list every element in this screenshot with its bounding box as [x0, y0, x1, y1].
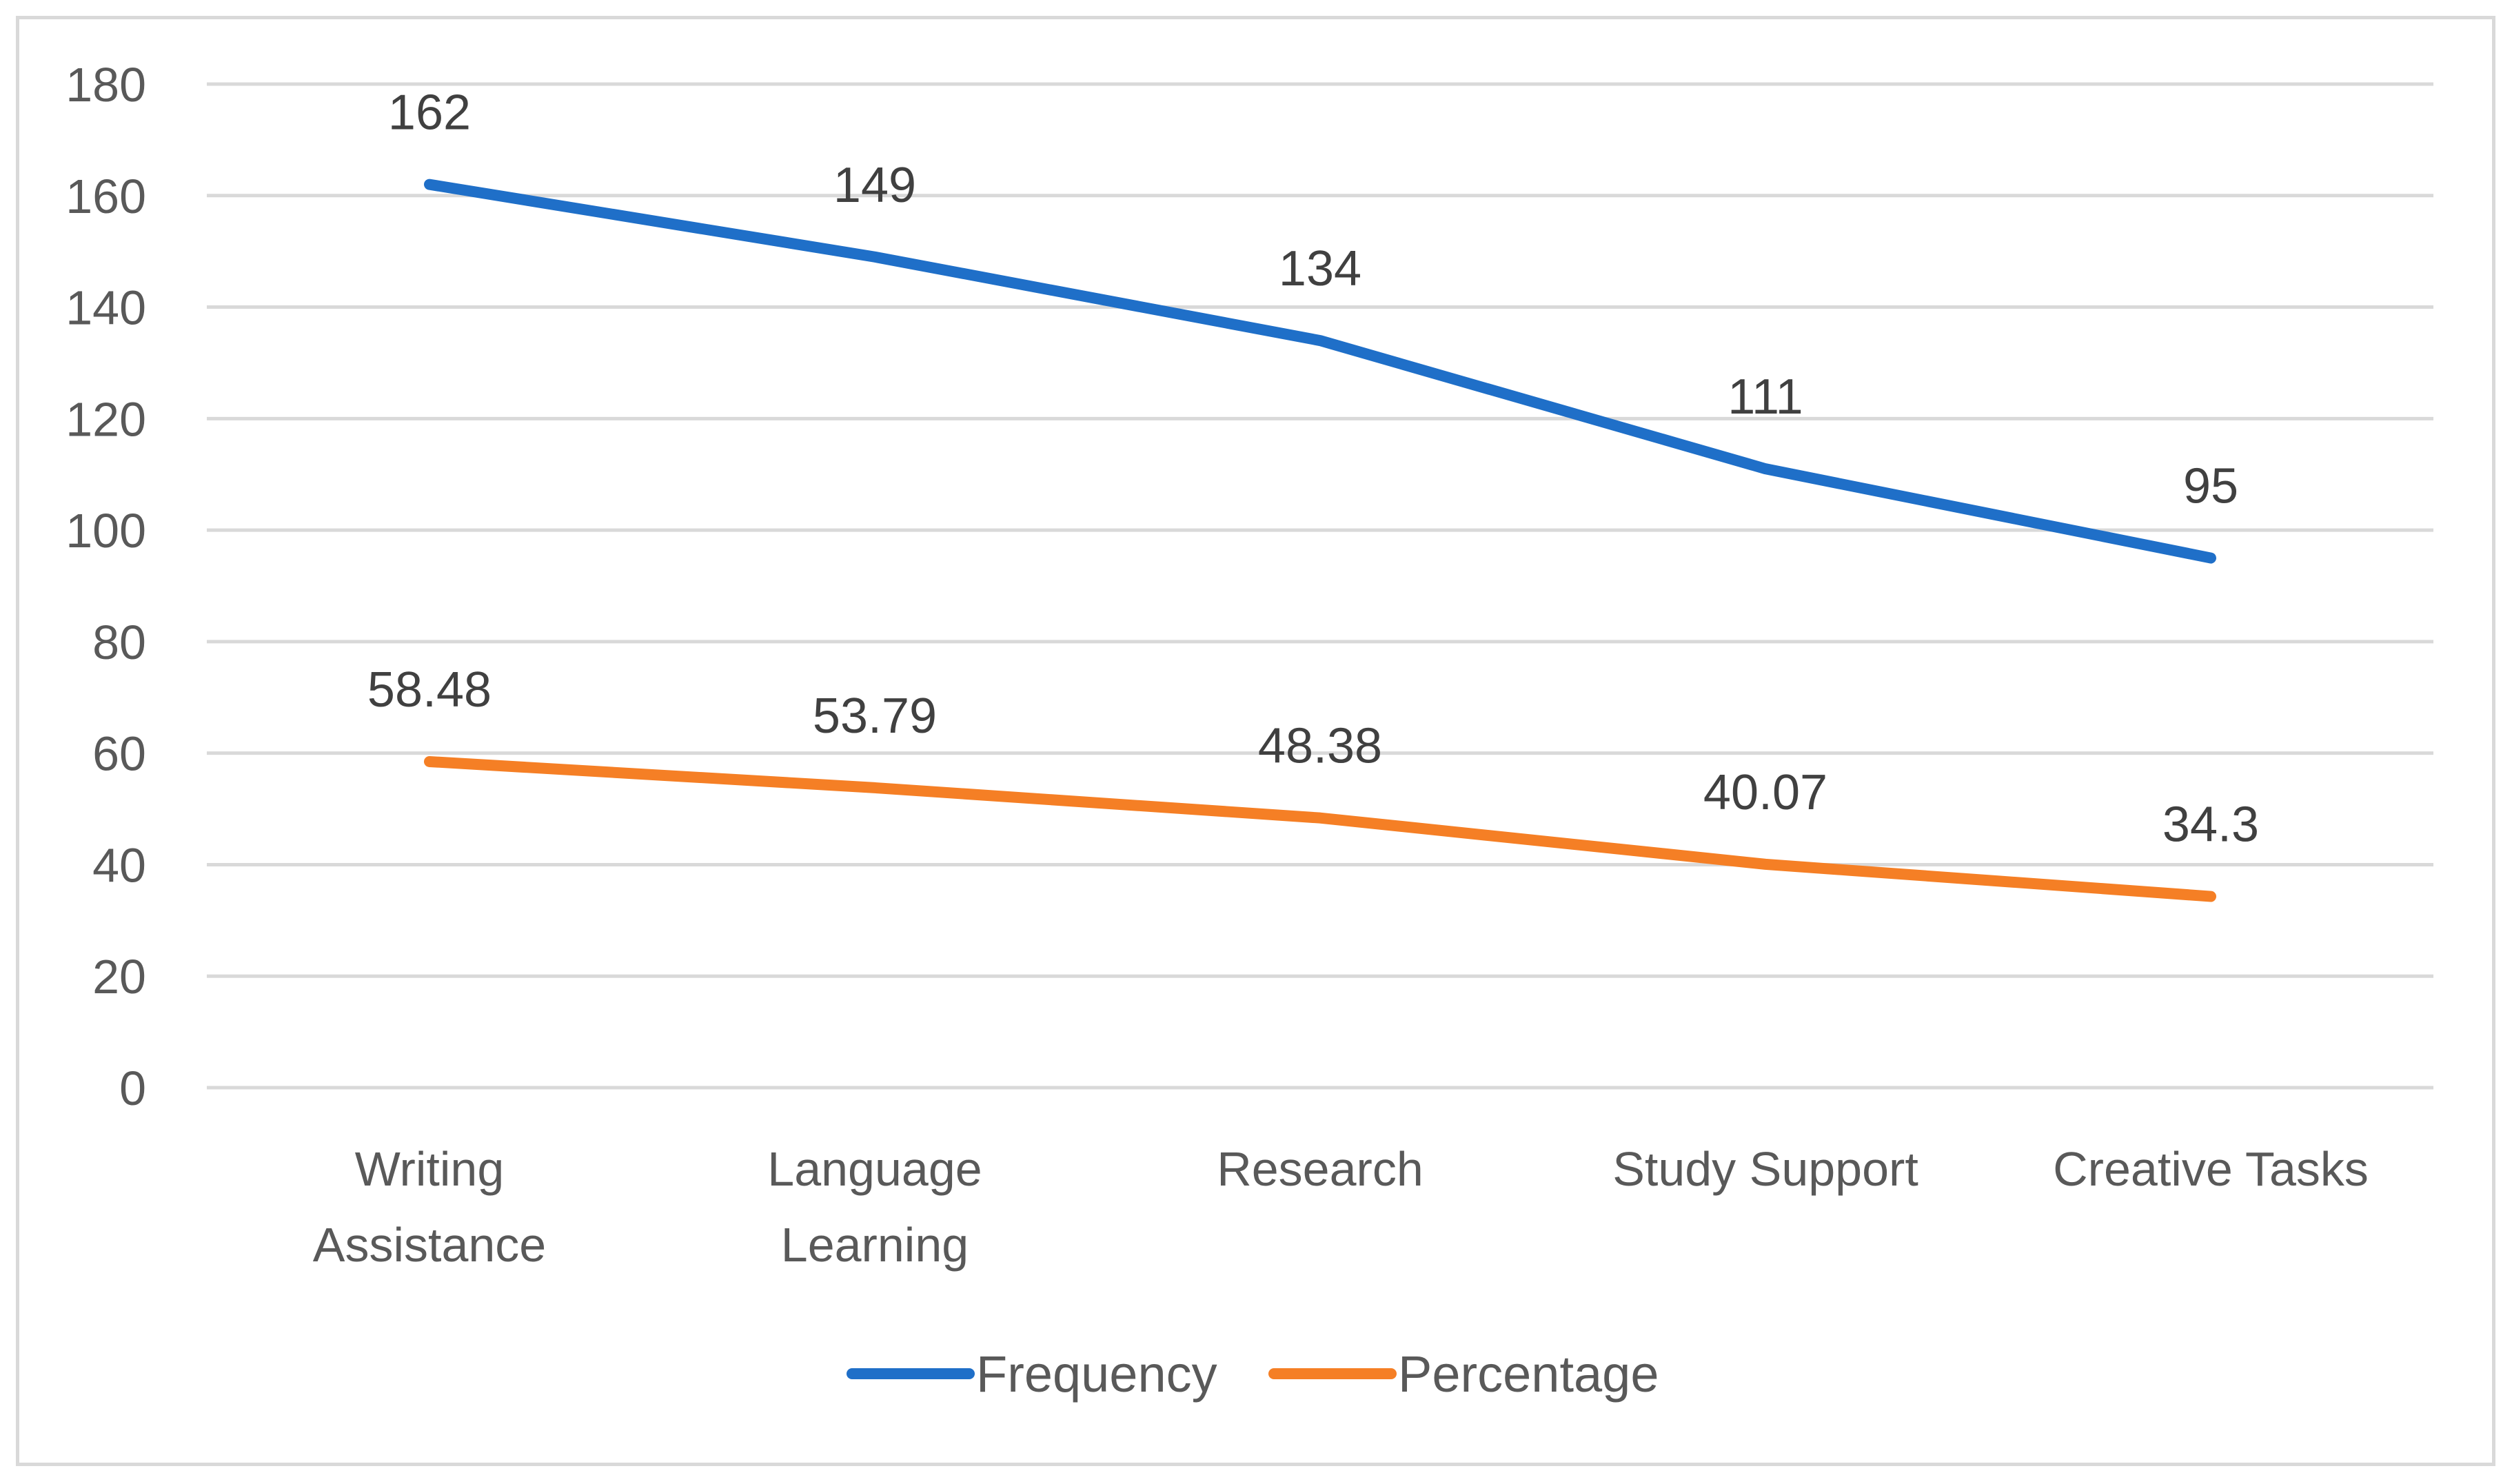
data-label-percentage: 48.38 [1258, 719, 1382, 774]
data-label-percentage: 58.48 [367, 662, 492, 718]
y-axis-ticks: 0 20 40 60 80 100 120 140 160 180 [65, 58, 146, 1115]
x-tick-label: Research [1217, 1142, 1424, 1196]
y-tick-label: 20 [92, 950, 146, 1004]
y-tick-label: 180 [65, 58, 146, 112]
data-label-frequency: 134 [1279, 241, 1361, 296]
legend-label-percentage: Percentage [1398, 1345, 1659, 1403]
y-tick-label: 120 [65, 392, 146, 446]
y-tick-label: 40 [92, 838, 146, 892]
x-tick-label: Creative Tasks [2053, 1142, 2369, 1196]
x-tick-label: Study Support [1612, 1142, 1918, 1196]
series-line-frequency [424, 179, 2216, 564]
series-line-percentage [424, 755, 2216, 902]
data-label-percentage: 53.79 [813, 689, 937, 744]
data-labels: 162 149 134 111 95 58.48 53.79 48.38 40.07 34.3 [367, 85, 2259, 853]
y-tick-label: 80 [92, 616, 146, 669]
y-tick-label: 100 [65, 504, 146, 558]
y-tick-label: 0 [119, 1061, 146, 1115]
gridlines [207, 82, 2433, 1090]
y-tick-label: 160 [65, 170, 146, 223]
data-label-percentage: 34.3 [2162, 797, 2259, 853]
x-tick-label: Language Learning [767, 1142, 982, 1272]
legend: Frequency Percentage [847, 1345, 1659, 1403]
data-label-frequency: 111 [1728, 369, 1803, 425]
data-label-frequency: 95 [2183, 459, 2238, 514]
data-label-frequency: 149 [833, 158, 916, 213]
chart-frame [16, 16, 2495, 1466]
x-axis-ticks: Writing Assistance Language Learning Researc… [313, 1142, 2369, 1272]
data-label-percentage: 40.07 [1703, 765, 1827, 820]
data-label-frequency: 162 [388, 85, 471, 141]
y-tick-label: 60 [92, 727, 146, 781]
legend-label-frequency: Frequency [976, 1345, 1217, 1403]
x-tick-label: Writing Assistance [313, 1142, 546, 1272]
series-lines [424, 179, 2216, 902]
y-tick-label: 140 [65, 281, 146, 335]
